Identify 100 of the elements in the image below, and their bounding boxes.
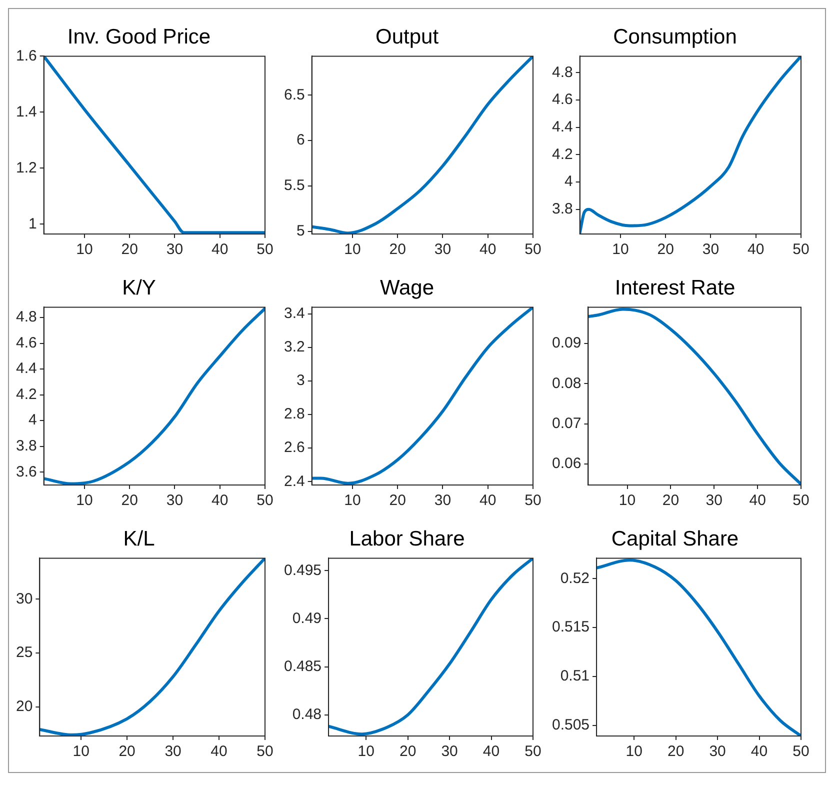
x-tick-label: 20 bbox=[389, 241, 406, 258]
x-tick-label: 40 bbox=[748, 241, 764, 258]
y-tick-label: 20 bbox=[16, 698, 33, 716]
y-tick-label: 4.4 bbox=[16, 360, 37, 378]
chart-title: Consumption bbox=[613, 25, 737, 48]
x-tick-label: 40 bbox=[210, 743, 228, 760]
y-tick-label: 0.49 bbox=[292, 610, 322, 627]
y-tick-label: 4.6 bbox=[552, 91, 573, 108]
x-tick-label: 20 bbox=[389, 492, 406, 510]
x-tick-label: 40 bbox=[480, 492, 496, 510]
y-tick-label: 3.2 bbox=[284, 338, 305, 356]
x-tick-label: 30 bbox=[164, 743, 182, 760]
y-tick-label: 0.485 bbox=[284, 658, 322, 675]
chart-title: Interest Rate bbox=[614, 276, 736, 300]
y-tick-label: 0.08 bbox=[552, 374, 582, 392]
x-tick-label: 10 bbox=[344, 241, 361, 258]
x-tick-label: 40 bbox=[749, 492, 766, 510]
y-tick-label: 4.6 bbox=[16, 334, 37, 352]
x-tick-label: 10 bbox=[76, 241, 93, 258]
y-tick-label: 0.515 bbox=[552, 618, 590, 636]
line-series bbox=[596, 558, 801, 736]
x-tick-label: 20 bbox=[121, 241, 138, 258]
chart-title: Output bbox=[375, 25, 439, 48]
x-tick-label: 30 bbox=[441, 743, 458, 760]
x-tick-label: 10 bbox=[626, 743, 642, 760]
x-tick-label: 20 bbox=[662, 492, 680, 510]
y-tick-label: 6 bbox=[296, 132, 305, 149]
y-tick-label: 2.6 bbox=[284, 439, 305, 456]
y-tick-label: 5.5 bbox=[284, 177, 305, 194]
line-series bbox=[44, 307, 265, 485]
x-tick-label: 40 bbox=[750, 743, 768, 760]
x-tick-label: 10 bbox=[618, 492, 636, 510]
x-tick-label: 30 bbox=[709, 743, 726, 760]
x-tick-label: 20 bbox=[657, 241, 674, 258]
chart-title: Wage bbox=[380, 276, 434, 300]
y-tick-label: 6.5 bbox=[284, 86, 305, 104]
y-tick-label: 4.2 bbox=[552, 146, 573, 163]
y-tick-label: 0.495 bbox=[284, 562, 322, 579]
x-tick-label: 40 bbox=[482, 743, 500, 760]
y-tick-label: 3.6 bbox=[16, 463, 37, 480]
y-tick-label: 1 bbox=[28, 215, 37, 232]
y-tick-label: 4.4 bbox=[552, 118, 573, 136]
x-tick-label: 20 bbox=[667, 743, 684, 760]
x-tick-label: 10 bbox=[72, 743, 90, 760]
x-tick-label: 20 bbox=[399, 743, 416, 760]
x-tick-label: 40 bbox=[212, 492, 228, 510]
x-tick-label: 50 bbox=[792, 492, 810, 510]
x-tick-label: 30 bbox=[166, 492, 184, 510]
y-tick-label: 1.2 bbox=[16, 159, 37, 176]
x-tick-label: 10 bbox=[344, 492, 361, 510]
chart-title: Capital Share bbox=[611, 527, 739, 550]
x-tick-label: 10 bbox=[358, 743, 374, 760]
chart-title: K/L bbox=[123, 527, 155, 550]
x-tick-label: 50 bbox=[524, 241, 542, 258]
y-tick-label: 2.8 bbox=[284, 406, 305, 423]
x-tick-label: 20 bbox=[121, 492, 138, 510]
x-tick-label: 50 bbox=[524, 492, 542, 510]
x-tick-label: 20 bbox=[118, 743, 136, 760]
y-tick-label: 1.4 bbox=[16, 103, 37, 120]
y-tick-label: 3.8 bbox=[16, 437, 37, 454]
y-tick-label: 2.4 bbox=[284, 472, 305, 490]
chart-title: Labor Share bbox=[349, 527, 465, 550]
y-tick-label: 4.8 bbox=[16, 308, 37, 326]
x-tick-label: 30 bbox=[166, 241, 184, 258]
y-tick-label: 3.8 bbox=[552, 200, 573, 218]
line-series bbox=[588, 308, 801, 485]
y-tick-label: 4 bbox=[564, 173, 573, 190]
y-tick-label: 25 bbox=[16, 644, 33, 662]
y-tick-label: 4 bbox=[28, 412, 37, 429]
x-tick-label: 50 bbox=[524, 743, 542, 760]
x-tick-label: 40 bbox=[480, 241, 496, 258]
line-series bbox=[580, 56, 801, 234]
x-tick-label: 30 bbox=[706, 492, 722, 510]
x-tick-label: 50 bbox=[256, 241, 274, 258]
y-tick-label: 0.52 bbox=[560, 570, 590, 587]
y-tick-label: 3.4 bbox=[284, 305, 305, 322]
chart-title: K/Y bbox=[122, 276, 156, 300]
y-tick-label: 5 bbox=[296, 222, 305, 240]
y-tick-label: 0.51 bbox=[560, 668, 590, 685]
y-tick-label: 4.8 bbox=[552, 64, 573, 81]
y-tick-label: 0.48 bbox=[292, 706, 322, 723]
x-tick-label: 50 bbox=[256, 743, 274, 760]
line-series bbox=[312, 56, 533, 234]
y-tick-label: 3 bbox=[296, 372, 305, 390]
y-tick-label: 0.07 bbox=[552, 414, 582, 432]
x-tick-label: 30 bbox=[434, 492, 452, 510]
y-tick-label: 4.2 bbox=[16, 386, 37, 403]
x-tick-label: 50 bbox=[792, 743, 810, 760]
x-tick-label: 50 bbox=[256, 492, 274, 510]
x-tick-label: 10 bbox=[612, 241, 629, 258]
line-series bbox=[40, 558, 265, 736]
chart-title: Inv. Good Price bbox=[67, 25, 211, 48]
y-tick-label: 30 bbox=[16, 590, 33, 608]
line-series bbox=[328, 558, 533, 736]
x-tick-label: 30 bbox=[702, 241, 720, 258]
y-tick-label: 1.6 bbox=[16, 47, 37, 64]
line-series bbox=[312, 307, 533, 485]
y-tick-label: 0.09 bbox=[552, 334, 582, 352]
x-tick-label: 50 bbox=[792, 241, 810, 258]
x-tick-label: 10 bbox=[76, 492, 93, 510]
